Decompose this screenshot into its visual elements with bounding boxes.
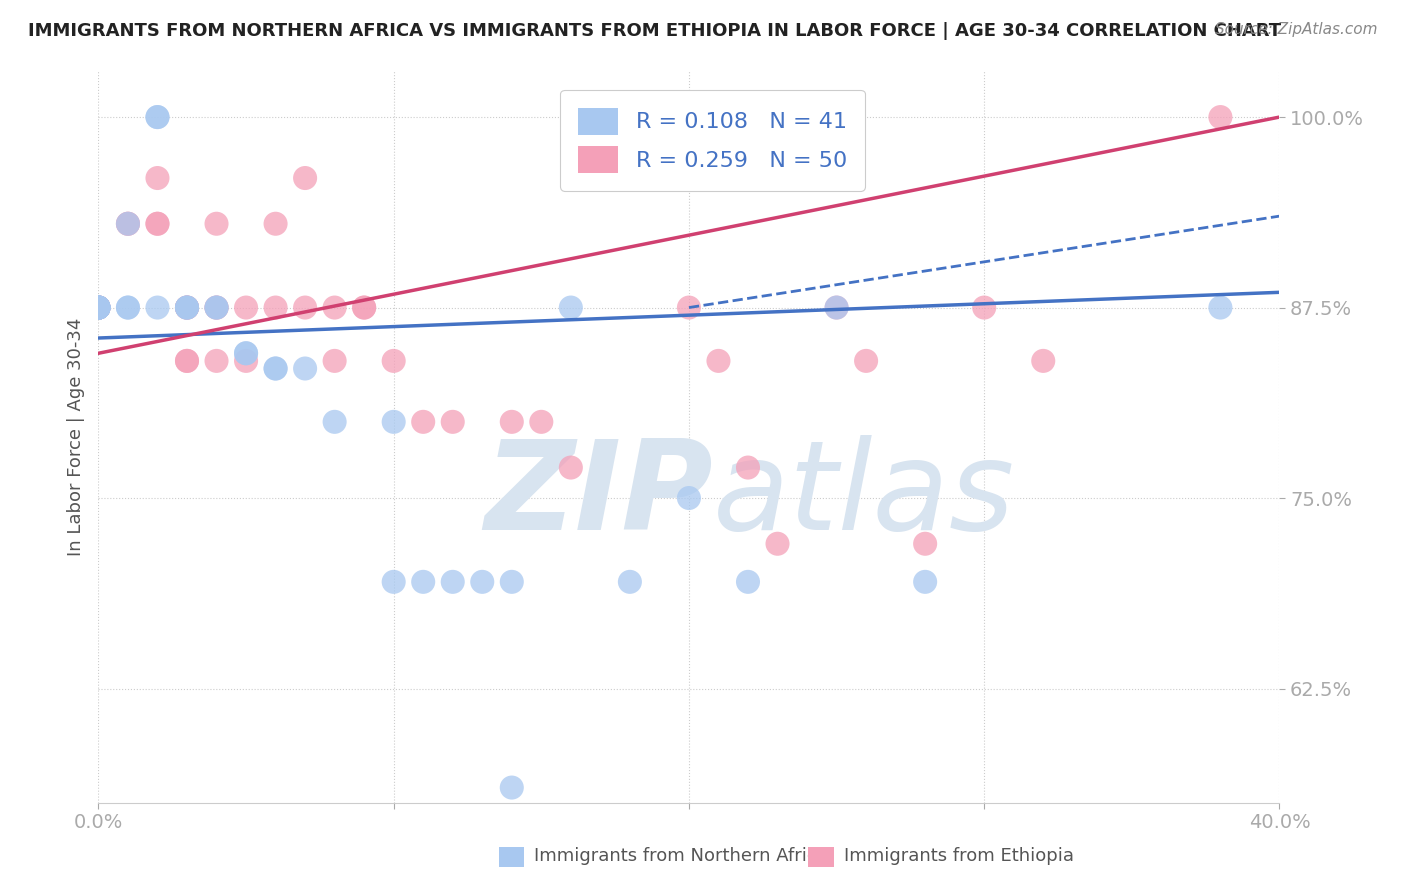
Point [87,301,110,315]
Point [353,301,375,315]
Point [176,301,198,315]
Point [146,171,169,186]
Point [501,780,523,795]
Point [973,301,995,315]
Legend: R = 0.108   N = 41, R = 0.259   N = 50: R = 0.108 N = 41, R = 0.259 N = 50 [560,90,865,191]
Point [117,301,139,315]
Point [176,354,198,368]
Point [146,110,169,124]
Point [501,574,523,589]
Point [205,301,228,315]
Point [530,415,553,429]
Point [294,171,316,186]
Text: ZIP: ZIP [484,435,713,556]
Point [323,415,346,429]
Point [117,217,139,231]
Text: Source: ZipAtlas.com: Source: ZipAtlas.com [1215,22,1378,37]
Point [678,491,700,505]
Text: Immigrants from Northern Africa: Immigrants from Northern Africa [534,847,828,865]
Point [1032,354,1054,368]
Point [146,110,169,124]
Point [87,301,110,315]
Point [619,110,641,124]
Point [87,301,110,315]
Point [87,301,110,315]
Point [825,301,848,315]
Point [176,301,198,315]
Point [294,361,316,376]
Point [87,301,110,315]
Point [87,301,110,315]
Point [176,301,198,315]
Point [87,301,110,315]
Point [678,301,700,315]
Point [560,301,582,315]
Point [87,301,110,315]
Point [619,574,641,589]
Point [146,217,169,231]
Point [264,361,287,376]
Text: atlas: atlas [713,435,1015,556]
Point [117,301,139,315]
Point [235,301,257,315]
Point [471,574,494,589]
Y-axis label: In Labor Force | Age 30-34: In Labor Force | Age 30-34 [66,318,84,557]
Point [235,346,257,360]
Point [737,574,759,589]
Point [235,346,257,360]
Text: Immigrants from Ethiopia: Immigrants from Ethiopia [844,847,1074,865]
Point [382,574,405,589]
Point [323,301,346,315]
Point [146,217,169,231]
Point [87,301,110,315]
Point [87,301,110,315]
Point [264,217,287,231]
Point [235,354,257,368]
Point [382,415,405,429]
Point [205,354,228,368]
Point [294,301,316,315]
Point [441,415,464,429]
Point [825,301,848,315]
Point [146,301,169,315]
Point [412,574,434,589]
Point [87,301,110,315]
Point [87,301,110,315]
Text: IMMIGRANTS FROM NORTHERN AFRICA VS IMMIGRANTS FROM ETHIOPIA IN LABOR FORCE | AGE: IMMIGRANTS FROM NORTHERN AFRICA VS IMMIG… [28,22,1281,40]
Point [323,354,346,368]
Point [264,361,287,376]
Point [87,301,110,315]
Point [87,301,110,315]
Point [914,537,936,551]
Point [205,301,228,315]
Point [560,460,582,475]
Point [176,301,198,315]
Point [176,354,198,368]
Point [353,301,375,315]
Point [914,574,936,589]
Point [176,301,198,315]
Point [176,301,198,315]
Point [707,354,730,368]
Point [1209,110,1232,124]
Point [205,301,228,315]
Point [382,354,405,368]
Point [87,301,110,315]
Point [87,301,110,315]
Point [1209,301,1232,315]
Point [441,574,464,589]
Point [855,354,877,368]
Point [412,415,434,429]
Point [87,301,110,315]
Point [117,217,139,231]
Point [501,415,523,429]
Point [766,537,789,551]
Point [87,301,110,315]
Point [205,217,228,231]
Point [264,301,287,315]
Point [117,217,139,231]
Point [737,460,759,475]
Point [205,301,228,315]
